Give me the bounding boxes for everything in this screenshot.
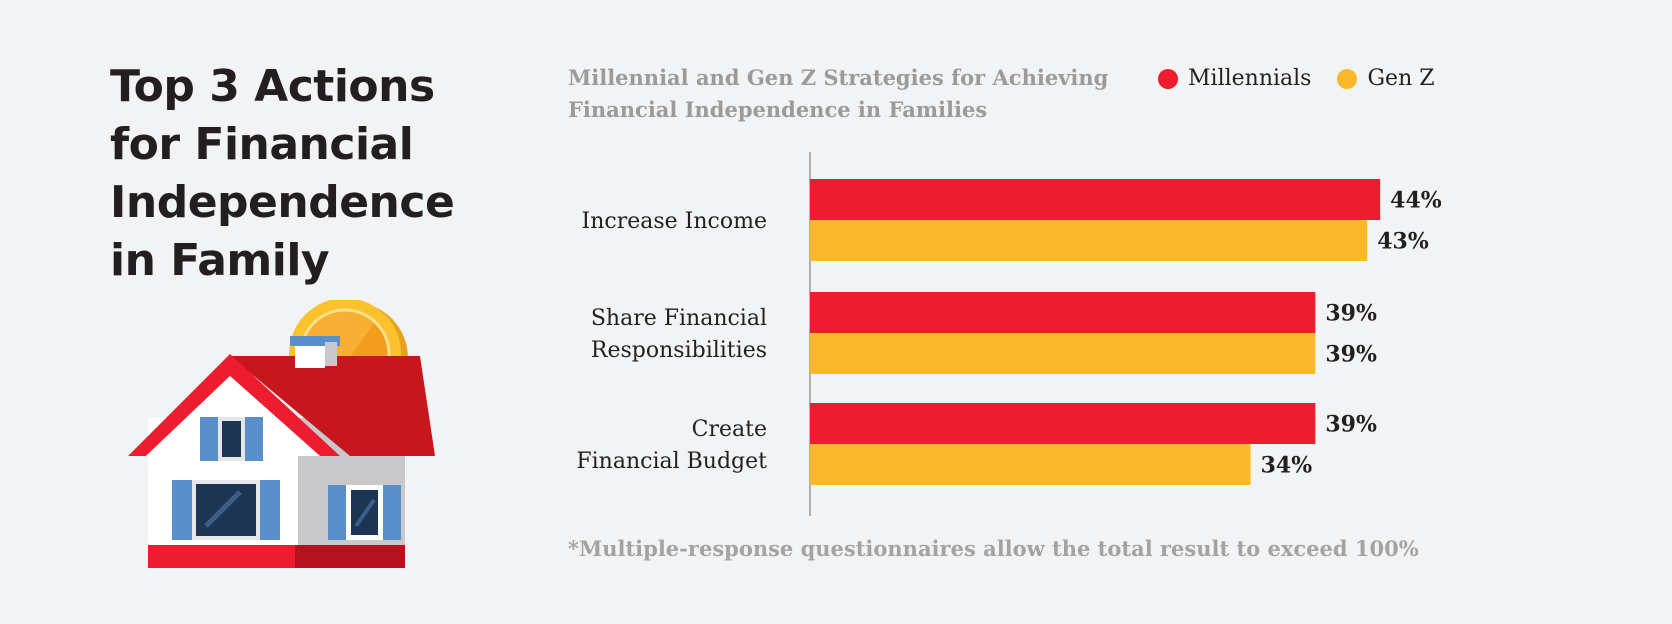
legend-label-millennials: Millennials — [1188, 66, 1312, 91]
page-title-line: Independence — [110, 177, 455, 228]
bar-millennials — [810, 403, 1316, 444]
house-illustration — [128, 300, 435, 568]
bar-millennials — [810, 179, 1381, 220]
legend-item-genz: Gen Z — [1337, 66, 1435, 91]
chart-title-line: Millennial and Gen Z Strategies for Achi… — [568, 65, 1109, 90]
legend-swatch-genz — [1337, 68, 1358, 89]
chart-title-line: Financial Independence in Families — [568, 97, 988, 122]
page-title-line: for Financial — [110, 119, 414, 170]
category-label: Share Financial Responsibilities — [591, 306, 767, 363]
footnote: *Multiple-response questionnaires allow … — [568, 536, 1419, 561]
data-label: 39% — [1325, 342, 1377, 368]
page-title-line: Top 3 Actions — [110, 61, 435, 112]
chart-title: Millennial and Gen Z Strategies for Achi… — [568, 62, 1128, 126]
bar-genz — [810, 444, 1251, 485]
category-label-line: Create — [692, 417, 767, 442]
legend-label-genz: Gen Z — [1367, 66, 1435, 91]
category-label-line: Share Financial — [591, 306, 767, 331]
house-icon — [128, 336, 435, 568]
chart-legend: Millennials Gen Z — [1158, 66, 1461, 91]
data-label: 34% — [1261, 453, 1313, 479]
category-label-line: Responsibilities — [591, 338, 767, 363]
data-label: 39% — [1325, 412, 1377, 438]
category-label: Increase Income — [582, 209, 767, 234]
category-label-line: Financial Budget — [576, 449, 767, 474]
bar-genz — [810, 220, 1368, 261]
category-label-line: Increase Income — [582, 209, 767, 234]
legend-swatch-millennials — [1158, 68, 1178, 89]
data-label: 44% — [1390, 188, 1442, 214]
page-title: Top 3 Actions for Financial Independence… — [110, 58, 490, 290]
category-label: Create Financial Budget — [576, 417, 767, 474]
bar-millennials — [810, 292, 1316, 333]
page-title-line: in Family — [110, 235, 330, 286]
legend-item-millennials: Millennials — [1158, 66, 1311, 91]
data-label: 39% — [1325, 301, 1377, 327]
data-label: 43% — [1377, 229, 1429, 255]
bar-genz — [810, 333, 1316, 374]
